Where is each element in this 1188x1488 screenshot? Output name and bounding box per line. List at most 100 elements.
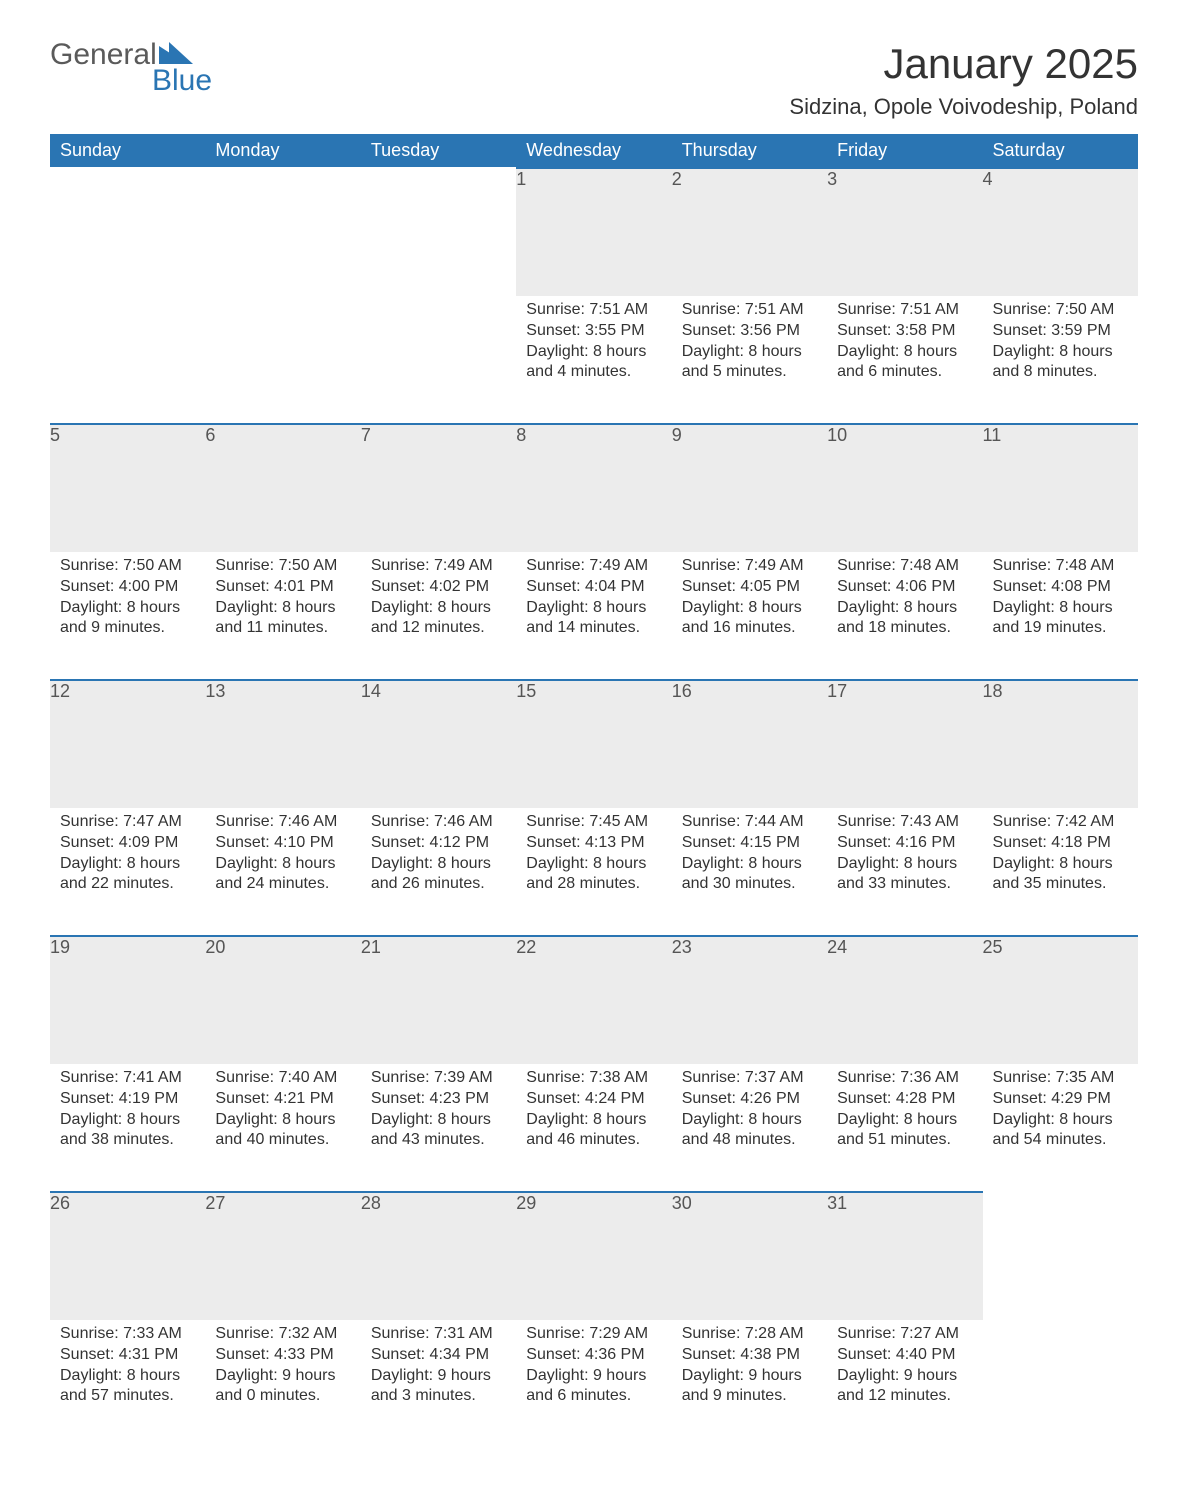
- dl1-text: Daylight: 8 hours: [526, 1110, 661, 1131]
- day-number-cell: 12: [50, 680, 205, 808]
- day-data-cell: Sunrise: 7:51 AMSunset: 3:55 PMDaylight:…: [516, 296, 671, 424]
- day-data-cell: Sunrise: 7:31 AMSunset: 4:34 PMDaylight:…: [361, 1320, 516, 1448]
- dl1-text: Daylight: 8 hours: [837, 854, 972, 875]
- day-data-cell: Sunrise: 7:42 AMSunset: 4:18 PMDaylight:…: [983, 808, 1138, 936]
- day-number-cell: 7: [361, 424, 516, 552]
- day-number-cell: 24: [827, 936, 982, 1064]
- dl2-text: and 43 minutes.: [371, 1130, 506, 1151]
- day-number-cell: 3: [827, 168, 982, 296]
- day-data-cell: [983, 1320, 1138, 1448]
- sunrise-text: Sunrise: 7:48 AM: [837, 556, 972, 577]
- sunset-text: Sunset: 4:18 PM: [993, 833, 1128, 854]
- day-data-cell: Sunrise: 7:29 AMSunset: 4:36 PMDaylight:…: [516, 1320, 671, 1448]
- day-number-cell: 20: [205, 936, 360, 1064]
- sunset-text: Sunset: 4:05 PM: [682, 577, 817, 598]
- dl2-text: and 12 minutes.: [371, 618, 506, 639]
- day-number-cell: 30: [672, 1192, 827, 1320]
- dl2-text: and 48 minutes.: [682, 1130, 817, 1151]
- col-wednesday: Wednesday: [516, 134, 671, 168]
- day-data-cell: Sunrise: 7:46 AMSunset: 4:12 PMDaylight:…: [361, 808, 516, 936]
- dl1-text: Daylight: 8 hours: [60, 1110, 195, 1131]
- day-data-cell: Sunrise: 7:49 AMSunset: 4:04 PMDaylight:…: [516, 552, 671, 680]
- col-friday: Friday: [827, 134, 982, 168]
- dl1-text: Daylight: 8 hours: [682, 342, 817, 363]
- dl1-text: Daylight: 8 hours: [993, 1110, 1128, 1131]
- dl1-text: Daylight: 8 hours: [837, 1110, 972, 1131]
- day-number-cell: 19: [50, 936, 205, 1064]
- sunrise-text: Sunrise: 7:36 AM: [837, 1068, 972, 1089]
- day-number-cell: 27: [205, 1192, 360, 1320]
- sunset-text: Sunset: 4:21 PM: [215, 1089, 350, 1110]
- sunset-text: Sunset: 3:56 PM: [682, 321, 817, 342]
- sunrise-text: Sunrise: 7:37 AM: [682, 1068, 817, 1089]
- col-sunday: Sunday: [50, 134, 205, 168]
- sunset-text: Sunset: 4:38 PM: [682, 1345, 817, 1366]
- dl2-text: and 28 minutes.: [526, 874, 661, 895]
- dl2-text: and 54 minutes.: [993, 1130, 1128, 1151]
- dl2-text: and 9 minutes.: [682, 1386, 817, 1407]
- logo: General Blue: [50, 40, 212, 96]
- dl1-text: Daylight: 8 hours: [837, 598, 972, 619]
- sunset-text: Sunset: 4:06 PM: [837, 577, 972, 598]
- sunset-text: Sunset: 4:12 PM: [371, 833, 506, 854]
- dl2-text: and 3 minutes.: [371, 1386, 506, 1407]
- day-number-cell: 5: [50, 424, 205, 552]
- sunrise-text: Sunrise: 7:51 AM: [837, 300, 972, 321]
- dl2-text: and 38 minutes.: [60, 1130, 195, 1151]
- dl2-text: and 26 minutes.: [371, 874, 506, 895]
- day-number-cell: 21: [361, 936, 516, 1064]
- sunset-text: Sunset: 3:58 PM: [837, 321, 972, 342]
- week-data-row: Sunrise: 7:41 AMSunset: 4:19 PMDaylight:…: [50, 1064, 1138, 1192]
- sunset-text: Sunset: 4:28 PM: [837, 1089, 972, 1110]
- week-daynum-row: 262728293031: [50, 1192, 1138, 1320]
- week-daynum-row: 19202122232425: [50, 936, 1138, 1064]
- day-data-cell: [205, 296, 360, 424]
- day-number-cell: 13: [205, 680, 360, 808]
- dl1-text: Daylight: 8 hours: [682, 854, 817, 875]
- sunrise-text: Sunrise: 7:46 AM: [215, 812, 350, 833]
- day-data-cell: Sunrise: 7:47 AMSunset: 4:09 PMDaylight:…: [50, 808, 205, 936]
- week-data-row: Sunrise: 7:50 AMSunset: 4:00 PMDaylight:…: [50, 552, 1138, 680]
- dl2-text: and 0 minutes.: [215, 1386, 350, 1407]
- sunrise-text: Sunrise: 7:38 AM: [526, 1068, 661, 1089]
- sunrise-text: Sunrise: 7:49 AM: [371, 556, 506, 577]
- dl2-text: and 9 minutes.: [60, 618, 195, 639]
- dl1-text: Daylight: 8 hours: [215, 854, 350, 875]
- sunrise-text: Sunrise: 7:49 AM: [526, 556, 661, 577]
- dl1-text: Daylight: 9 hours: [837, 1366, 972, 1387]
- day-data-cell: [361, 296, 516, 424]
- col-monday: Monday: [205, 134, 360, 168]
- dl1-text: Daylight: 9 hours: [682, 1366, 817, 1387]
- day-number-cell: 1: [516, 168, 671, 296]
- dl2-text: and 11 minutes.: [215, 618, 350, 639]
- sunset-text: Sunset: 4:29 PM: [993, 1089, 1128, 1110]
- day-number-cell: 18: [983, 680, 1138, 808]
- day-number-cell: 2: [672, 168, 827, 296]
- day-number-cell: 10: [827, 424, 982, 552]
- dl1-text: Daylight: 8 hours: [526, 598, 661, 619]
- day-data-cell: Sunrise: 7:50 AMSunset: 4:00 PMDaylight:…: [50, 552, 205, 680]
- sunset-text: Sunset: 4:10 PM: [215, 833, 350, 854]
- dl1-text: Daylight: 9 hours: [526, 1366, 661, 1387]
- day-data-cell: Sunrise: 7:39 AMSunset: 4:23 PMDaylight:…: [361, 1064, 516, 1192]
- day-data-cell: Sunrise: 7:38 AMSunset: 4:24 PMDaylight:…: [516, 1064, 671, 1192]
- sunset-text: Sunset: 4:36 PM: [526, 1345, 661, 1366]
- sunrise-text: Sunrise: 7:42 AM: [993, 812, 1128, 833]
- dl2-text: and 33 minutes.: [837, 874, 972, 895]
- dl2-text: and 6 minutes.: [837, 362, 972, 383]
- day-data-cell: Sunrise: 7:48 AMSunset: 4:08 PMDaylight:…: [983, 552, 1138, 680]
- dl2-text: and 5 minutes.: [682, 362, 817, 383]
- day-number-cell: 9: [672, 424, 827, 552]
- dl1-text: Daylight: 9 hours: [215, 1366, 350, 1387]
- dl1-text: Daylight: 8 hours: [215, 598, 350, 619]
- dl1-text: Daylight: 8 hours: [215, 1110, 350, 1131]
- dl2-text: and 19 minutes.: [993, 618, 1128, 639]
- day-data-cell: Sunrise: 7:35 AMSunset: 4:29 PMDaylight:…: [983, 1064, 1138, 1192]
- sunset-text: Sunset: 4:40 PM: [837, 1345, 972, 1366]
- sunrise-text: Sunrise: 7:27 AM: [837, 1324, 972, 1345]
- sunrise-text: Sunrise: 7:51 AM: [682, 300, 817, 321]
- day-number-cell: [50, 168, 205, 296]
- sunset-text: Sunset: 4:19 PM: [60, 1089, 195, 1110]
- calendar-header-row: Sunday Monday Tuesday Wednesday Thursday…: [50, 134, 1138, 168]
- week-daynum-row: 567891011: [50, 424, 1138, 552]
